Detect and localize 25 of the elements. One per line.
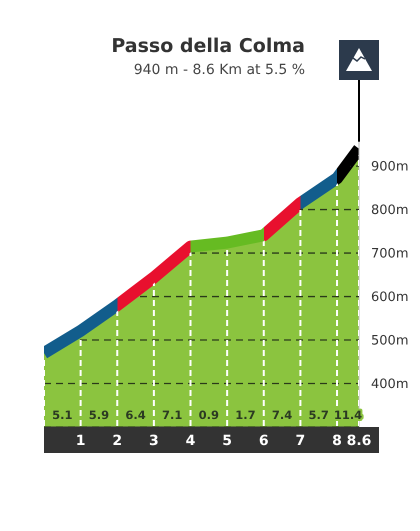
x-tick-label: 1 bbox=[76, 433, 86, 449]
y-tick-label: 700m bbox=[371, 246, 408, 262]
x-tick-label: 8 bbox=[332, 433, 342, 449]
chart-title: Passo della Colma bbox=[110, 34, 305, 59]
annotation: 6.4 bbox=[125, 408, 146, 422]
annotation: 5.9 bbox=[88, 408, 110, 422]
annotation: 0.9 bbox=[198, 408, 220, 422]
x-tick-label: 5 bbox=[222, 433, 232, 449]
y-tick-label: 400m bbox=[371, 377, 408, 392]
x-tick-label: 3 bbox=[149, 433, 159, 449]
x-tick-label: 4 bbox=[186, 433, 196, 449]
annotation: 5.7 bbox=[308, 408, 329, 422]
annotation: 7.1 bbox=[162, 408, 182, 422]
chart-subtitle: 940 m - 8.6 Km at 5.5 % bbox=[132, 61, 305, 80]
annotation: 1.7 bbox=[235, 408, 256, 422]
y-tick-label: 800m bbox=[371, 203, 408, 218]
y-tick-label: 900m bbox=[371, 160, 408, 175]
y-tick-label: 500m bbox=[371, 334, 408, 349]
annotation: 5.1 bbox=[52, 408, 72, 422]
annotation: 7.4 bbox=[272, 408, 292, 422]
y-tick-label: 600m bbox=[371, 290, 408, 306]
x-tick-label: 8.6 bbox=[346, 433, 372, 449]
x-tick-label: 7 bbox=[296, 433, 306, 449]
x-tick-label: 6 bbox=[258, 433, 269, 449]
x-tick-label: 2 bbox=[112, 433, 122, 449]
